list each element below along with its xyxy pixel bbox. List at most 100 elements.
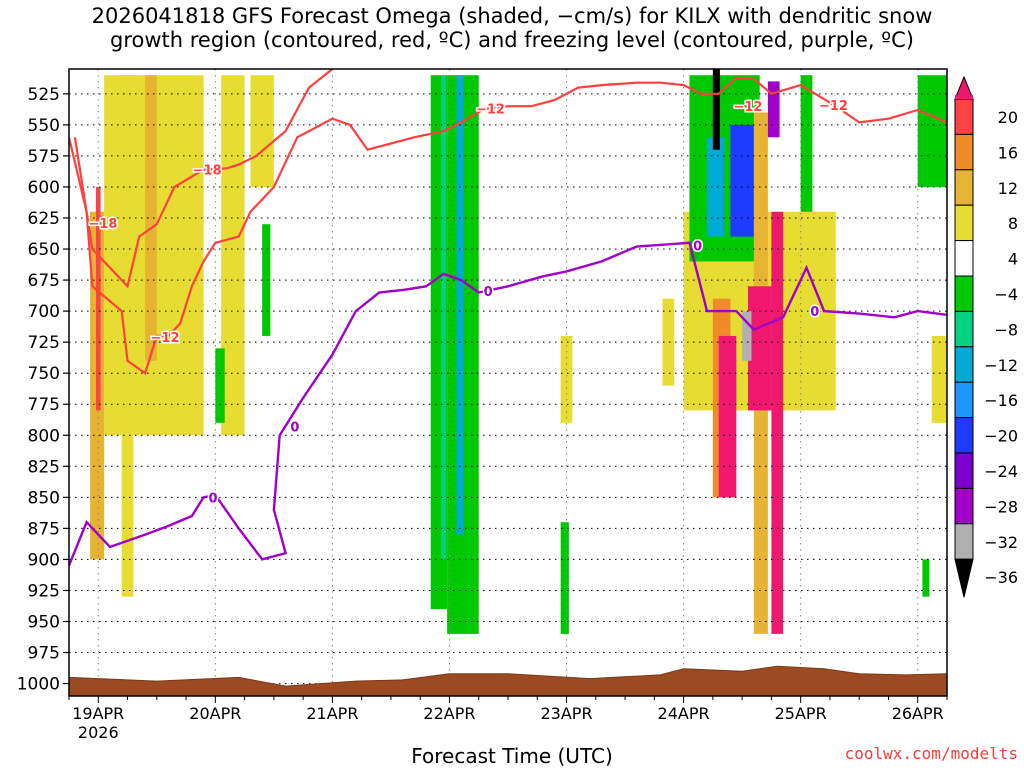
x-tick-year-label: 2026 bbox=[78, 723, 119, 740]
y-tick-label-725: 725 bbox=[28, 333, 60, 353]
colorbar-bin-9 bbox=[954, 381, 974, 419]
colorbar: 20 16 12 8 4 −4 −8 −12 −16 −20 −24 −28 −32 −36 bbox=[954, 75, 1018, 598]
contour-label-5: −12 bbox=[819, 99, 848, 114]
y-tick-label-775: 775 bbox=[28, 395, 60, 415]
contour-label-3: −12 bbox=[476, 103, 505, 118]
contour-label-8: 0 bbox=[484, 285, 493, 300]
x-tick-label-25: 25APR bbox=[775, 704, 827, 723]
colorbar-bin-7 bbox=[954, 310, 974, 348]
y-tick-label-800: 800 bbox=[28, 426, 60, 446]
contour-label-1: −18 bbox=[193, 164, 222, 179]
chart-title: 2026041818 GFS Forecast Omega (shaded, −… bbox=[0, 4, 1024, 52]
contour-label-0: −18 bbox=[88, 217, 117, 232]
omega-region-3 bbox=[250, 75, 274, 187]
y-tick-label-675: 675 bbox=[28, 271, 60, 291]
omega-region-19 bbox=[730, 124, 754, 237]
x-tick-label-20: 20APR bbox=[189, 704, 241, 723]
colorbar-label-12: −32 bbox=[984, 533, 1018, 552]
chart-title-line1: 2026041818 GFS Forecast Omega (shaded, −… bbox=[91, 4, 933, 28]
colorbar-label-0: 20 bbox=[998, 108, 1018, 127]
omega-time-height-chart: −18 −18 −12 −12 −12 −12 0 0 0 0 0 525 550 575 600 625 6… bbox=[17, 68, 1018, 740]
omega-region-26 bbox=[742, 311, 752, 361]
colorbar-bin-3 bbox=[954, 169, 974, 206]
omega-region-31 bbox=[931, 335, 947, 423]
y-tick-label-825: 825 bbox=[28, 457, 60, 477]
omega-region-24 bbox=[747, 286, 772, 411]
omega-region-27 bbox=[767, 81, 780, 138]
x-tick-label-22: 22APR bbox=[423, 704, 475, 723]
colorbar-bin-1 bbox=[954, 98, 974, 135]
chart-title-line2: growth region (contoured, red, ºC) and f… bbox=[110, 28, 914, 52]
omega-region-30 bbox=[922, 559, 930, 597]
omega-region-8 bbox=[215, 348, 225, 423]
omega-region-1 bbox=[121, 75, 134, 597]
colorbar-bin-2 bbox=[954, 133, 974, 171]
colorbar-label-11: −28 bbox=[984, 497, 1018, 516]
colorbar-bin-4 bbox=[954, 204, 974, 242]
colorbar-bin-13 bbox=[954, 523, 974, 560]
contour-label-7: 0 bbox=[290, 421, 299, 436]
omega-region-14 bbox=[560, 522, 569, 634]
contour-label-4: −12 bbox=[733, 100, 762, 115]
y-tick-label-550: 550 bbox=[28, 116, 60, 136]
x-tick-label-21: 21APR bbox=[306, 704, 358, 723]
omega-shading bbox=[90, 69, 947, 634]
colorbar-label-9: −20 bbox=[984, 427, 1018, 446]
credit-link[interactable]: coolwx.com/modelts bbox=[844, 744, 1018, 763]
colorbar-bin-11 bbox=[954, 452, 974, 489]
contour-label-10: 0 bbox=[810, 305, 819, 320]
y-tick-label-525: 525 bbox=[28, 85, 60, 105]
colorbar-top-join bbox=[955, 95, 973, 99]
colorbar-bin-5 bbox=[954, 240, 974, 277]
y-tick-label-900: 900 bbox=[28, 550, 60, 570]
colorbar-label-1: 16 bbox=[998, 143, 1018, 162]
contour-labels: −18 −18 −12 −12 −12 −12 0 0 0 0 0 bbox=[87, 98, 849, 508]
omega-region-18 bbox=[707, 137, 725, 237]
y-tick-label-575: 575 bbox=[28, 147, 60, 167]
colorbar-bin-10 bbox=[954, 417, 974, 454]
y-tick-label-600: 600 bbox=[28, 178, 60, 198]
omega-region-7 bbox=[262, 224, 271, 336]
colorbar-label-3: 8 bbox=[1008, 214, 1018, 233]
y-tick-label-925: 925 bbox=[28, 581, 60, 601]
y-tick-label-625: 625 bbox=[28, 209, 60, 229]
y-tick-label-700: 700 bbox=[28, 302, 60, 322]
y-axis: 525 550 575 600 625 650 675 700 725 750 775 800 825 8… bbox=[17, 85, 69, 695]
omega-region-6 bbox=[95, 186, 101, 411]
omega-region-5 bbox=[145, 75, 157, 361]
contour-label-6: 0 bbox=[208, 491, 217, 506]
y-tick-label-975: 975 bbox=[28, 644, 60, 664]
colorbar-bin-8 bbox=[954, 346, 974, 383]
omega-region-13 bbox=[560, 335, 573, 423]
x-tick-label-23: 23APR bbox=[540, 704, 592, 723]
dgz-minus18-contour bbox=[73, 69, 334, 289]
omega-region-23 bbox=[718, 335, 737, 498]
ground-fill bbox=[69, 665, 947, 696]
y-tick-label-875: 875 bbox=[28, 519, 60, 539]
omega-region-12 bbox=[456, 75, 464, 535]
contour-label-2: −12 bbox=[151, 331, 180, 346]
colorbar-label-5: −4 bbox=[994, 285, 1018, 304]
x-tick-label-24: 24APR bbox=[658, 704, 710, 723]
omega-region-29 bbox=[917, 75, 947, 187]
colorbar-bin-12 bbox=[954, 487, 974, 525]
omega-region-15 bbox=[662, 298, 675, 386]
y-tick-label-1000: 1000 bbox=[17, 675, 60, 695]
colorbar-bottom-arrow bbox=[954, 558, 974, 598]
x-axis-label: Forecast Time (UTC) bbox=[411, 744, 613, 768]
contours bbox=[69, 69, 947, 567]
y-tick-label-750: 750 bbox=[28, 364, 60, 384]
colorbar-label-4: 4 bbox=[1008, 250, 1018, 269]
freezing-level-contour bbox=[69, 241, 947, 567]
colorbar-label-13: −36 bbox=[984, 568, 1018, 587]
colorbar-label-2: 12 bbox=[998, 179, 1018, 198]
grid-lines bbox=[69, 69, 947, 696]
y-tick-label-950: 950 bbox=[28, 613, 60, 633]
omega-region-11 bbox=[441, 75, 446, 560]
x-tick-label-19: 19APR bbox=[72, 704, 124, 723]
contour-label-9: 0 bbox=[693, 239, 702, 254]
y-tick-label-850: 850 bbox=[28, 488, 60, 508]
colorbar-label-7: −12 bbox=[984, 356, 1018, 375]
omega-region-28 bbox=[712, 69, 720, 150]
